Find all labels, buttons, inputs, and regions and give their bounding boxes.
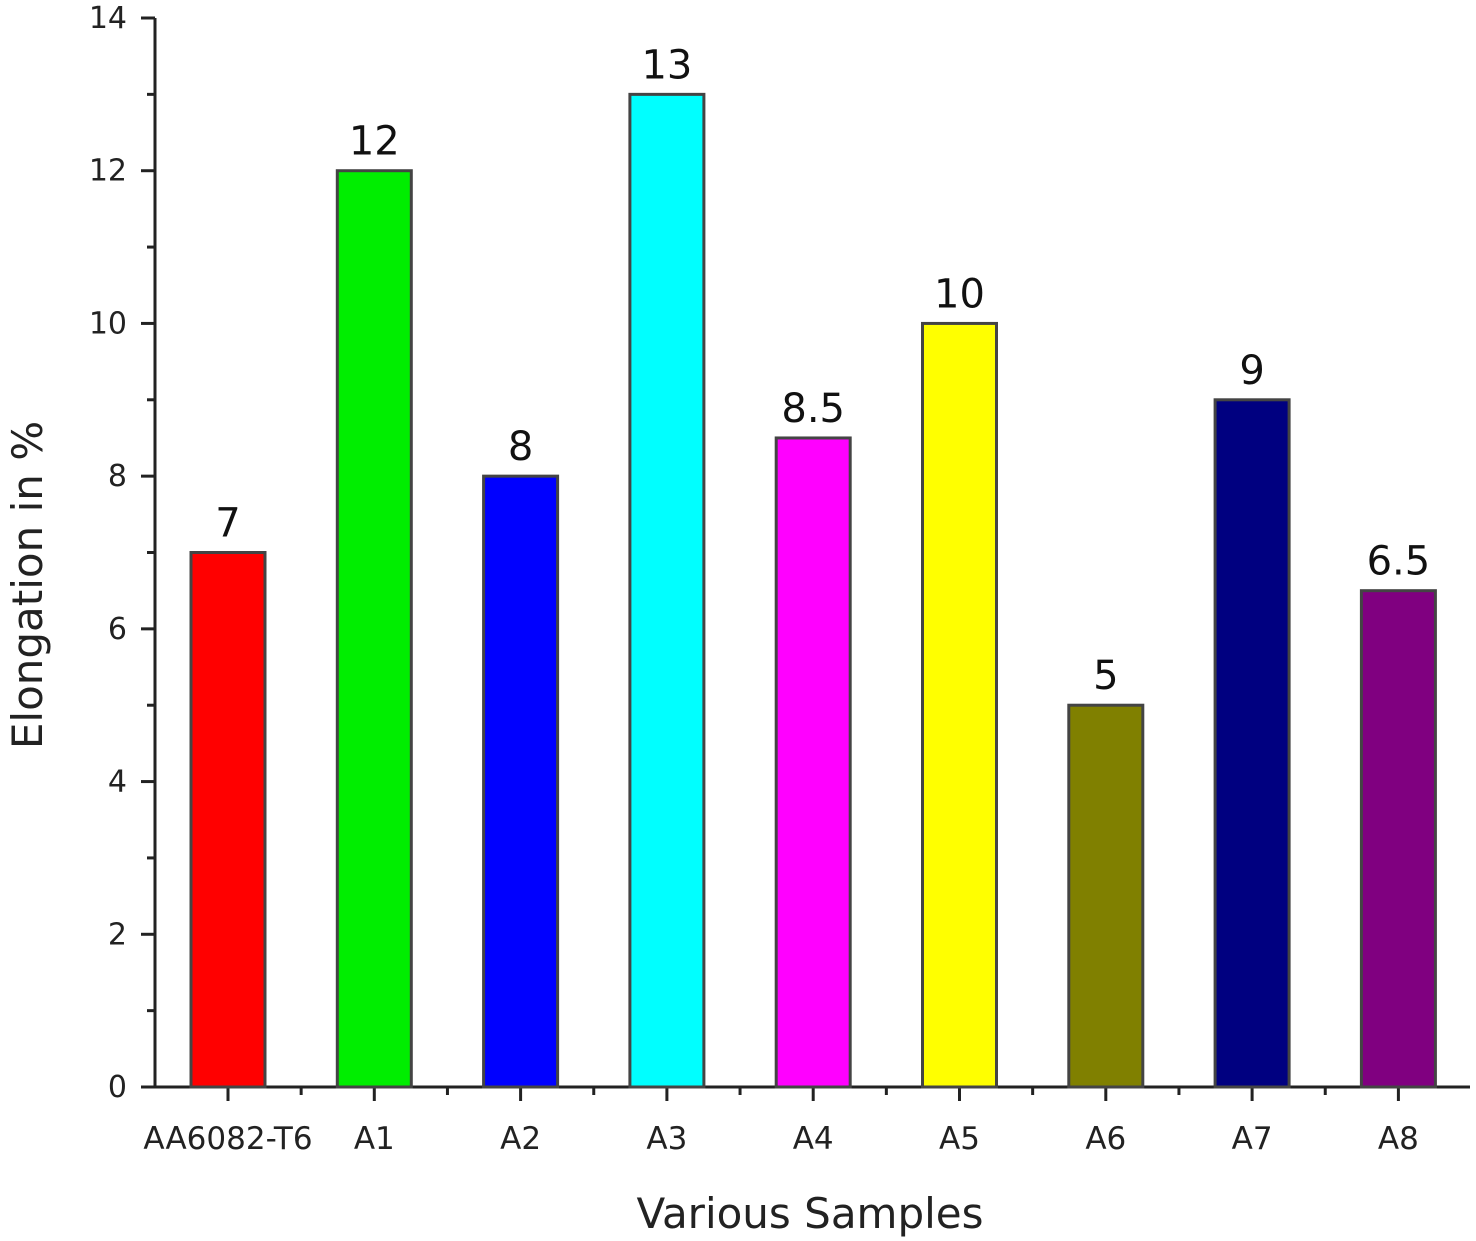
bar bbox=[921, 321, 998, 1089]
data-label: 13 bbox=[641, 42, 692, 88]
x-tick-label: A1 bbox=[354, 1121, 395, 1157]
x-tick-label: A2 bbox=[500, 1121, 541, 1157]
bar bbox=[189, 551, 267, 1089]
data-label: 6.5 bbox=[1367, 539, 1431, 585]
x-tick-label: A7 bbox=[1232, 1121, 1273, 1157]
data-label: 7 bbox=[215, 501, 240, 547]
data-label: 8 bbox=[508, 424, 533, 470]
data-label: 9 bbox=[1239, 348, 1264, 394]
bar bbox=[482, 474, 560, 1089]
x-tick-label: AA6082-T6 bbox=[143, 1121, 312, 1157]
bars bbox=[189, 92, 1437, 1089]
x-axis-title: Various Samples bbox=[636, 1189, 983, 1238]
y-axis-title: Elongation in % bbox=[3, 421, 52, 749]
data-label: 5 bbox=[1093, 653, 1118, 699]
data-label: 10 bbox=[934, 271, 985, 317]
y-tick-label: 14 bbox=[89, 1, 127, 36]
x-tick-label: A8 bbox=[1378, 1121, 1419, 1157]
bar bbox=[774, 436, 852, 1089]
y-tick-label: 0 bbox=[108, 1070, 127, 1105]
data-label: 8.5 bbox=[781, 386, 845, 432]
x-tick-label: A6 bbox=[1085, 1121, 1126, 1157]
y-tick-label: 10 bbox=[89, 306, 127, 341]
x-tick-label: A3 bbox=[646, 1121, 687, 1157]
bar bbox=[1213, 398, 1291, 1089]
bar bbox=[335, 169, 413, 1089]
y-tick-label: 8 bbox=[108, 459, 127, 494]
y-tick-label: 12 bbox=[89, 154, 127, 189]
x-tick-label: A4 bbox=[793, 1121, 834, 1157]
x-tick-label: A5 bbox=[939, 1121, 980, 1157]
data-labels: 7 12 8 13 8.5 10 5 9 6.5 bbox=[215, 42, 1430, 699]
bar bbox=[628, 92, 706, 1089]
data-label: 12 bbox=[349, 119, 400, 165]
y-tick-label: 2 bbox=[108, 917, 127, 952]
bar bbox=[1067, 703, 1145, 1089]
y-tick-label: 6 bbox=[108, 612, 127, 647]
y-tick-label: 4 bbox=[108, 765, 127, 800]
bar bbox=[1359, 589, 1437, 1089]
